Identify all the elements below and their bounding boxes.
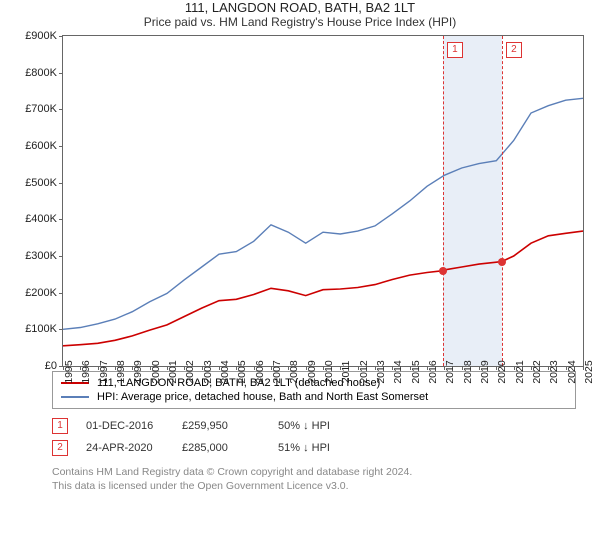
y-tick	[59, 73, 63, 74]
table-row: 2 24-APR-2020 £285,000 51% ↓ HPI	[52, 437, 576, 459]
y-tick	[59, 256, 63, 257]
y-tick-label: £500K	[25, 177, 57, 189]
x-tick-label: 2018	[462, 360, 474, 383]
legend-label: HPI: Average price, detached house, Bath…	[97, 391, 428, 403]
sale-marker-box: 2	[506, 42, 522, 58]
y-tick-label: £300K	[25, 250, 57, 262]
x-tick-label: 2025	[583, 360, 595, 383]
x-tick-label: 2016	[427, 360, 439, 383]
sale-delta: 51% ↓ HPI	[278, 442, 356, 454]
y-tick	[59, 109, 63, 110]
y-tick-label: £900K	[25, 30, 57, 42]
y-tick-label: £800K	[25, 67, 57, 79]
legend-item: HPI: Average price, detached house, Bath…	[61, 390, 567, 404]
y-tick	[59, 36, 63, 37]
chart-subtitle: Price paid vs. HM Land Registry's House …	[0, 15, 600, 29]
x-tick-label: 2012	[358, 360, 370, 383]
x-tick-label: 1998	[115, 360, 127, 383]
chart-container: 111, LANGDON ROAD, BATH, BA2 1LT Price p…	[0, 0, 600, 560]
x-tick-label: 2007	[271, 360, 283, 383]
x-tick-label: 2023	[548, 360, 560, 383]
x-tick-label: 2019	[479, 360, 491, 383]
y-tick	[59, 293, 63, 294]
x-tick-label: 1999	[132, 360, 144, 383]
x-tick-label: 1996	[80, 360, 92, 383]
sale-price: £285,000	[182, 442, 260, 454]
x-tick-label: 2009	[306, 360, 318, 383]
sales-table: 1 01-DEC-2016 £259,950 50% ↓ HPI 2 24-AP…	[52, 415, 576, 459]
x-tick-label: 2017	[444, 360, 456, 383]
sale-vline	[502, 36, 503, 366]
sale-number-box: 2	[52, 440, 68, 456]
x-tick-label: 2015	[410, 360, 422, 383]
x-tick-label: 2013	[375, 360, 387, 383]
chart-area: 12£0£100K£200K£300K£400K£500K£600K£700K£…	[10, 35, 590, 367]
x-tick-label: 2002	[184, 360, 196, 383]
x-tick-label: 2010	[323, 360, 335, 383]
sale-dot	[498, 258, 506, 266]
legend-swatch	[61, 396, 89, 398]
sale-number-box: 1	[52, 418, 68, 434]
x-tick-label: 2024	[566, 360, 578, 383]
x-tick-label: 2020	[496, 360, 508, 383]
y-tick-label: £0	[45, 360, 57, 372]
x-tick-label: 2022	[531, 360, 543, 383]
sale-price: £259,950	[182, 420, 260, 432]
x-tick-label: 2003	[202, 360, 214, 383]
sale-delta: 50% ↓ HPI	[278, 420, 356, 432]
x-tick-label: 2021	[514, 360, 526, 383]
y-tick-label: £400K	[25, 213, 57, 225]
series-property	[63, 231, 583, 346]
x-tick-label: 2006	[254, 360, 266, 383]
y-tick	[59, 329, 63, 330]
sale-date: 01-DEC-2016	[86, 420, 164, 432]
licence-text: Contains HM Land Registry data © Crown c…	[52, 465, 576, 493]
y-tick-label: £600K	[25, 140, 57, 152]
series-hpi	[63, 98, 583, 329]
licence-line: This data is licensed under the Open Gov…	[52, 479, 576, 493]
x-tick-label: 2011	[340, 361, 352, 384]
licence-line: Contains HM Land Registry data © Crown c…	[52, 465, 576, 479]
x-tick-label: 1997	[98, 360, 110, 383]
x-tick-label: 2000	[150, 360, 162, 383]
table-row: 1 01-DEC-2016 £259,950 50% ↓ HPI	[52, 415, 576, 437]
sale-marker-box: 1	[447, 42, 463, 58]
sale-dot	[439, 267, 447, 275]
plot-area: 12£0£100K£200K£300K£400K£500K£600K£700K£…	[62, 35, 584, 367]
x-tick-label: 2005	[236, 360, 248, 383]
sale-date: 24-APR-2020	[86, 442, 164, 454]
y-tick	[59, 146, 63, 147]
x-tick-label: 2004	[219, 360, 231, 383]
x-tick-label: 2008	[288, 360, 300, 383]
x-tick-label: 1995	[63, 360, 75, 383]
y-tick	[59, 183, 63, 184]
y-tick-label: £700K	[25, 103, 57, 115]
chart-title: 111, LANGDON ROAD, BATH, BA2 1LT	[0, 0, 600, 15]
sale-vline	[443, 36, 444, 366]
line-series-svg	[63, 36, 583, 366]
y-tick-label: £200K	[25, 287, 57, 299]
y-tick-label: £100K	[25, 323, 57, 335]
y-tick	[59, 219, 63, 220]
x-tick-label: 2001	[167, 360, 179, 383]
x-tick-label: 2014	[392, 360, 404, 383]
